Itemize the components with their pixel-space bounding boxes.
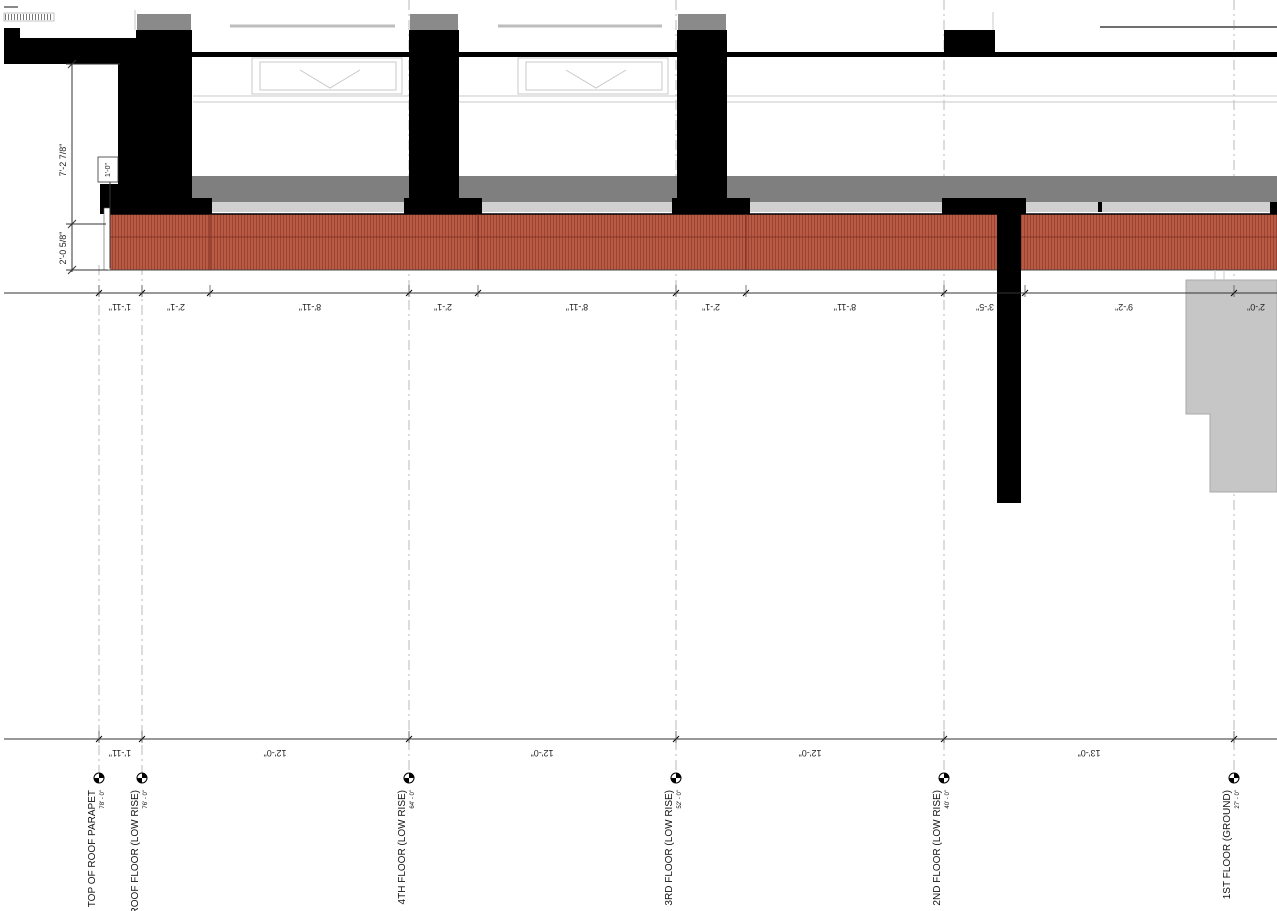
pier-caps: [137, 14, 726, 30]
level-marker-roof: ROOF FLOOR (LOW RISE) 76' - 0": [130, 772, 149, 911]
adjacent-structure: [1185, 279, 1277, 493]
bottom-dimension-string: 1'-11" 12'-0" 12'-0" 12'-0" 13'-0": [4, 731, 1277, 758]
top-dim-5: 8'-11": [566, 302, 588, 312]
bottom-dim-2: 12'-0": [264, 748, 287, 758]
level-name-2nd: 2ND FLOOR (LOW RISE): [932, 790, 943, 906]
concrete-piers: [118, 30, 1277, 216]
level-elev-2nd: 40' - 0": [945, 790, 951, 809]
level-elev-roof: 76' - 0": [143, 790, 149, 809]
parapet-edge-detail: [97, 156, 120, 271]
top-dim-7: 8'-11": [834, 302, 856, 312]
bottom-dim-3: 12'-0": [531, 748, 554, 758]
top-dim-10: 2'-0": [1247, 302, 1265, 312]
bottom-dim-1: 1'-11": [109, 748, 131, 758]
level-name-3rd: 3RD FLOOR (LOW RISE): [664, 790, 675, 906]
level-elev-3rd: 52' - 0": [677, 790, 683, 809]
level-markers: TOP OF ROOF PARAPET 78' - 0" ROOF FLOOR …: [87, 772, 1241, 911]
dim-vertical-3: 1'-0": [105, 163, 112, 177]
top-dim-6: 2'-1": [702, 302, 720, 312]
dim-vertical-1: 7'-2 7/8": [58, 144, 68, 177]
bottom-dim-4: 12'-0": [799, 748, 822, 758]
top-dim-3: 8'-11": [299, 302, 321, 312]
hatch-legend: [3, 6, 55, 22]
level-name-parapet: TOP OF ROOF PARAPET: [87, 790, 98, 907]
parapet-cap: [4, 38, 136, 64]
level-elev-4th: 64' - 0": [410, 790, 416, 809]
level-marker-parapet: TOP OF ROOF PARAPET 78' - 0": [87, 772, 106, 907]
top-dim-2: 2'-1": [167, 302, 185, 312]
level-name-4th: 4TH FLOOR (LOW RISE): [397, 790, 408, 904]
level-name-1st: 1ST FLOOR (GROUND): [1222, 790, 1233, 899]
level-elev-parapet: 78' - 0": [100, 790, 106, 809]
dim-vertical-2: 2'-0 5/8": [58, 232, 68, 265]
top-dim-8: 3'-5": [976, 302, 994, 312]
level-lines: [98, 0, 1235, 780]
top-dimension-string: 1'-11" 2'-1" 8'-11" 2'-1" 8'-11" 2'-1" 8…: [4, 285, 1277, 312]
small-block: [944, 30, 995, 56]
steel-column: [997, 208, 1021, 503]
level-marker-1st: 1ST FLOOR (GROUND) 27' - 0": [1222, 772, 1241, 899]
level-marker-3rd: 3RD FLOOR (LOW RISE) 52' - 0": [664, 772, 683, 906]
level-elev-1st: 27' - 0": [1235, 790, 1241, 809]
level-marker-4th: 4TH FLOOR (LOW RISE) 64' - 0": [397, 772, 416, 904]
level-marker-2nd: 2ND FLOOR (LOW RISE) 40' - 0": [932, 772, 951, 906]
gray-slab: [190, 176, 1277, 202]
top-dim-9: 9'-2": [1115, 302, 1133, 312]
vertical-dimensions: 7'-2 7/8" 2'-0 5/8" 1'-0": [58, 59, 120, 275]
bottom-dim-5: 13'-0": [1078, 748, 1101, 758]
top-dim-1: 1'-11": [109, 302, 131, 312]
brick-band: [108, 213, 1277, 271]
level-name-roof: ROOF FLOOR (LOW RISE): [130, 790, 141, 911]
top-dim-4: 2'-1": [434, 302, 452, 312]
window-outlines: [134, 10, 1277, 103]
